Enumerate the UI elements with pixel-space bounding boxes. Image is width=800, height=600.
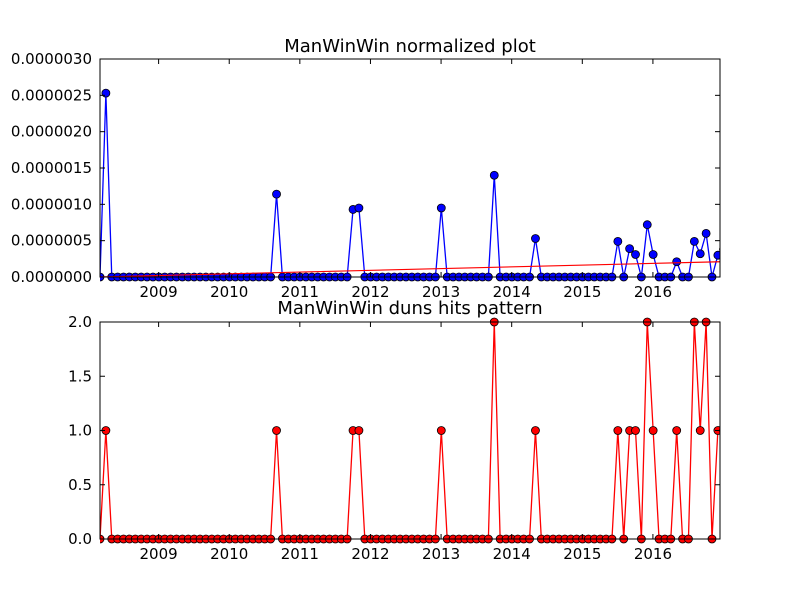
data-point xyxy=(531,234,540,243)
data-point xyxy=(436,426,446,435)
data-point xyxy=(642,220,652,230)
data-point xyxy=(613,426,623,435)
normalized-plot-panel: ManWinWin normalized plot 0.00000000.000… xyxy=(11,36,721,301)
x-tick-label: 2010 xyxy=(210,283,248,301)
x-tick-label: 2011 xyxy=(281,283,319,301)
data-point xyxy=(354,203,364,213)
y-tick-label: 1.5 xyxy=(68,367,92,385)
duns-hits-panel: ManWinWin duns hits pattern 0.0 0.5 1.0 1.5… xyxy=(68,298,721,563)
data-point xyxy=(648,250,658,259)
x-tick-label: 2012 xyxy=(351,545,389,563)
data-point xyxy=(613,236,623,246)
data-point xyxy=(695,249,705,259)
data-point xyxy=(272,426,281,435)
x-tick-label: 2013 xyxy=(422,283,460,301)
x-tick-label: 2010 xyxy=(210,545,248,563)
data-point xyxy=(436,203,446,213)
plot-area: 0.0000000 0.0000005 0.0000010 0.0000015 0.00… xyxy=(11,50,721,301)
data-point xyxy=(689,236,699,246)
data-point xyxy=(672,257,682,267)
chart-title: ManWinWin normalized plot xyxy=(284,36,536,57)
y-tick-label: 0.0000000 xyxy=(11,268,92,286)
y-tick-label: 0.0 xyxy=(68,530,92,548)
y-tick-label: 0.5 xyxy=(68,476,92,494)
data-point xyxy=(531,426,540,435)
data-point xyxy=(701,228,711,238)
data-point xyxy=(631,250,640,259)
data-point xyxy=(713,250,720,260)
y-tick-label: 0.0000005 xyxy=(11,232,92,250)
x-tick-label: 2016 xyxy=(634,545,672,563)
x-tick-label: 2012 xyxy=(351,283,389,301)
data-point xyxy=(672,426,682,435)
y-tick-label: 0.0000010 xyxy=(11,195,92,213)
data-point xyxy=(625,244,635,254)
y-tick-label: 2.0 xyxy=(68,313,92,331)
x-tick-label: 2009 xyxy=(140,545,178,563)
data-point xyxy=(695,426,705,435)
trend-line xyxy=(100,261,720,278)
data-point xyxy=(101,88,111,98)
y-tick-label: 0.0000015 xyxy=(11,159,92,177)
data-point xyxy=(272,189,281,199)
data-point xyxy=(631,426,640,435)
chart-title: ManWinWin duns hits pattern xyxy=(277,298,542,319)
y-tick-label: 0.0000025 xyxy=(11,86,92,104)
x-tick-label: 2014 xyxy=(493,545,531,563)
y-tick-label: 0.0000030 xyxy=(11,50,92,68)
y-tick-label: 0.0000020 xyxy=(11,123,92,141)
data-point xyxy=(489,170,499,180)
plot-area: 0.0 0.5 1.0 1.5 2.0 2009 2010 2011 2012 2013 2014 2… xyxy=(68,313,721,563)
x-tick-label: 2014 xyxy=(493,283,531,301)
data-point xyxy=(648,426,658,435)
x-tick-label: 2013 xyxy=(422,545,460,563)
x-tick-label: 2011 xyxy=(281,545,319,563)
x-tick-label: 2016 xyxy=(634,283,672,301)
x-tick-label: 2015 xyxy=(563,545,601,563)
y-tick-label: 1.0 xyxy=(68,422,92,440)
x-tick-label: 2009 xyxy=(140,283,178,301)
x-tick-label: 2015 xyxy=(563,283,601,301)
data-point xyxy=(354,426,364,435)
